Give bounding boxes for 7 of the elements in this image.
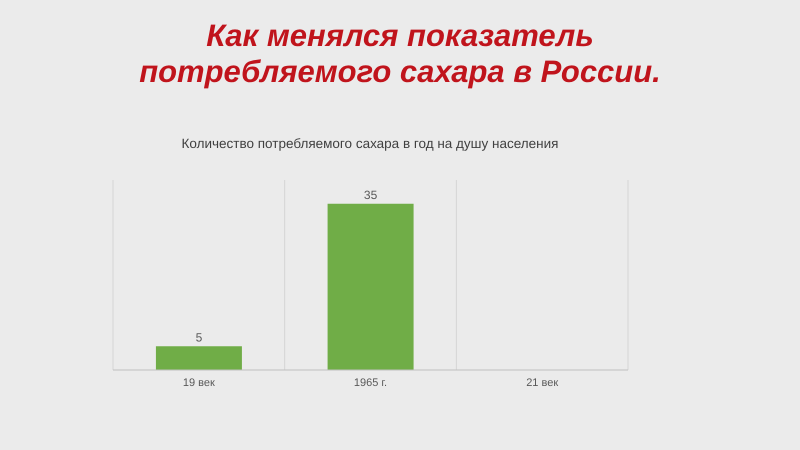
x-tick-label: 19 век <box>182 376 215 389</box>
chart-subtitle: Количество потребляемого сахара в год на душу населения <box>180 135 560 153</box>
chart-title: Как менялся показатель потребляемого сахара в России. <box>138 18 662 90</box>
data-label: 5 <box>196 330 203 344</box>
x-tick-label: 1965 г. <box>354 376 388 389</box>
x-tick-label: 21 век <box>526 376 558 389</box>
data-label: 35 <box>364 188 378 202</box>
